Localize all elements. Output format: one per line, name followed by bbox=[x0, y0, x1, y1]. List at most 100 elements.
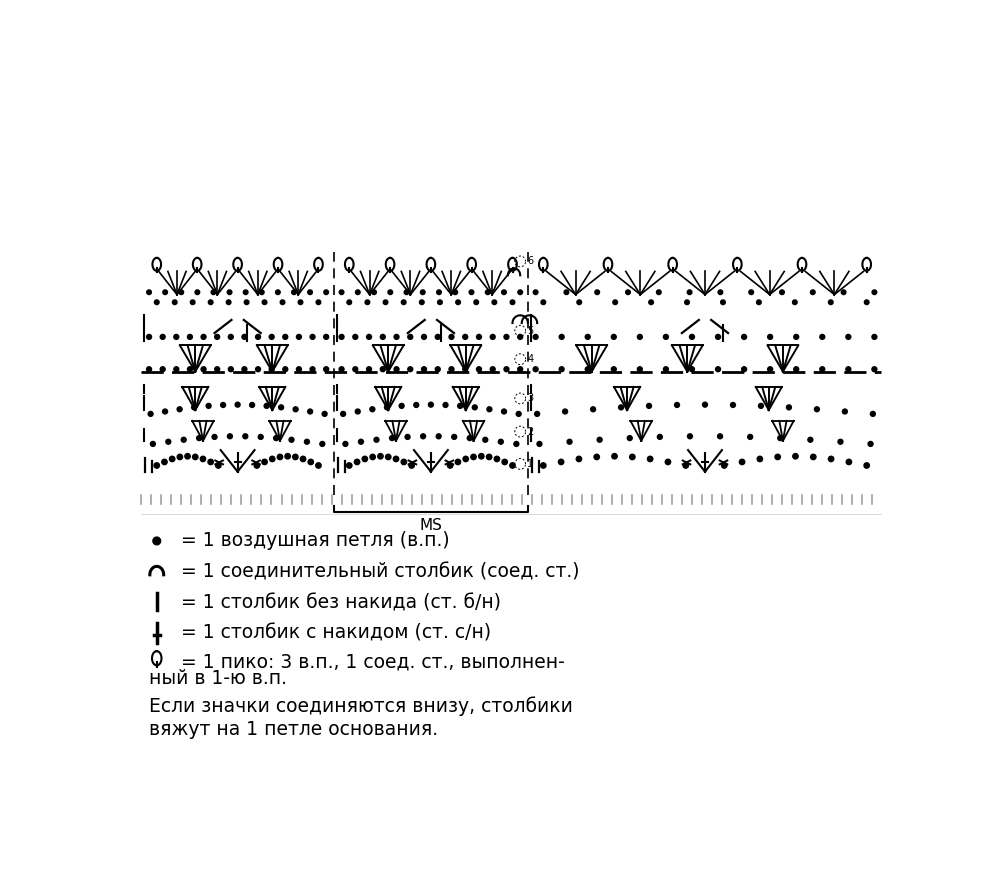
Circle shape bbox=[256, 335, 261, 339]
Circle shape bbox=[637, 367, 642, 371]
Circle shape bbox=[535, 412, 540, 416]
Circle shape bbox=[422, 335, 426, 339]
Circle shape bbox=[316, 463, 321, 468]
Circle shape bbox=[663, 367, 668, 371]
Circle shape bbox=[492, 300, 497, 305]
Circle shape bbox=[558, 459, 564, 464]
Circle shape bbox=[435, 335, 440, 339]
Circle shape bbox=[533, 367, 538, 371]
Circle shape bbox=[378, 454, 383, 459]
Circle shape bbox=[320, 442, 325, 447]
Circle shape bbox=[195, 290, 200, 294]
Circle shape bbox=[435, 367, 440, 371]
Circle shape bbox=[367, 367, 372, 371]
Circle shape bbox=[868, 442, 873, 447]
Circle shape bbox=[690, 367, 694, 371]
Circle shape bbox=[211, 290, 216, 294]
Circle shape bbox=[308, 459, 313, 464]
Circle shape bbox=[793, 300, 797, 305]
Circle shape bbox=[656, 290, 661, 294]
Circle shape bbox=[757, 300, 761, 305]
Circle shape bbox=[341, 412, 346, 416]
Circle shape bbox=[872, 367, 877, 371]
Circle shape bbox=[160, 367, 165, 371]
Circle shape bbox=[498, 439, 503, 444]
Circle shape bbox=[154, 463, 159, 468]
Circle shape bbox=[504, 335, 509, 339]
Text: вяжут на 1 петле основания.: вяжут на 1 петле основания. bbox=[149, 720, 438, 739]
Circle shape bbox=[215, 367, 220, 371]
Circle shape bbox=[483, 437, 488, 442]
Circle shape bbox=[259, 290, 264, 294]
Circle shape bbox=[626, 290, 630, 294]
Circle shape bbox=[408, 367, 413, 371]
Circle shape bbox=[808, 437, 813, 442]
Circle shape bbox=[657, 434, 662, 440]
Circle shape bbox=[277, 455, 283, 460]
Circle shape bbox=[216, 463, 221, 468]
Circle shape bbox=[385, 405, 389, 410]
Circle shape bbox=[718, 434, 723, 439]
Circle shape bbox=[820, 335, 825, 339]
Circle shape bbox=[810, 290, 815, 294]
Circle shape bbox=[163, 409, 168, 414]
Circle shape bbox=[414, 402, 419, 407]
Circle shape bbox=[449, 335, 454, 339]
Circle shape bbox=[846, 367, 851, 371]
Text: 3: 3 bbox=[527, 393, 533, 404]
Circle shape bbox=[780, 290, 784, 294]
Circle shape bbox=[872, 335, 877, 339]
Circle shape bbox=[842, 409, 847, 414]
Circle shape bbox=[394, 367, 399, 371]
Circle shape bbox=[243, 434, 248, 439]
Circle shape bbox=[187, 367, 192, 371]
Circle shape bbox=[190, 300, 195, 305]
Circle shape bbox=[163, 290, 167, 294]
Circle shape bbox=[347, 463, 352, 468]
Circle shape bbox=[221, 402, 226, 407]
Circle shape bbox=[362, 456, 368, 462]
Circle shape bbox=[647, 404, 652, 408]
Circle shape bbox=[201, 367, 206, 371]
Circle shape bbox=[467, 435, 472, 441]
Circle shape bbox=[154, 300, 159, 305]
Circle shape bbox=[244, 300, 249, 305]
Circle shape bbox=[510, 300, 515, 305]
Circle shape bbox=[386, 455, 391, 460]
Circle shape bbox=[408, 335, 413, 339]
Circle shape bbox=[594, 455, 599, 460]
Circle shape bbox=[308, 290, 312, 294]
Circle shape bbox=[322, 412, 327, 416]
Circle shape bbox=[292, 290, 296, 294]
Circle shape bbox=[242, 335, 247, 339]
Circle shape bbox=[619, 405, 624, 410]
Circle shape bbox=[147, 290, 151, 294]
Circle shape bbox=[474, 300, 479, 305]
Circle shape bbox=[296, 367, 301, 371]
Circle shape bbox=[585, 335, 590, 339]
Circle shape bbox=[380, 335, 385, 339]
Circle shape bbox=[490, 367, 495, 371]
Circle shape bbox=[310, 335, 315, 339]
Circle shape bbox=[289, 437, 294, 442]
Circle shape bbox=[577, 300, 582, 305]
Circle shape bbox=[215, 335, 220, 339]
Circle shape bbox=[256, 367, 261, 371]
Circle shape bbox=[270, 456, 275, 462]
Circle shape bbox=[269, 335, 274, 339]
Circle shape bbox=[630, 455, 635, 460]
Circle shape bbox=[264, 404, 269, 408]
Circle shape bbox=[502, 459, 507, 464]
Circle shape bbox=[585, 367, 590, 371]
Circle shape bbox=[716, 367, 720, 371]
Circle shape bbox=[308, 409, 313, 414]
Circle shape bbox=[166, 439, 171, 444]
Circle shape bbox=[228, 335, 233, 339]
Circle shape bbox=[235, 402, 240, 407]
Circle shape bbox=[401, 300, 406, 305]
Circle shape bbox=[778, 435, 783, 441]
Circle shape bbox=[147, 367, 152, 371]
Circle shape bbox=[452, 434, 457, 440]
Circle shape bbox=[380, 367, 385, 371]
Circle shape bbox=[518, 367, 523, 371]
